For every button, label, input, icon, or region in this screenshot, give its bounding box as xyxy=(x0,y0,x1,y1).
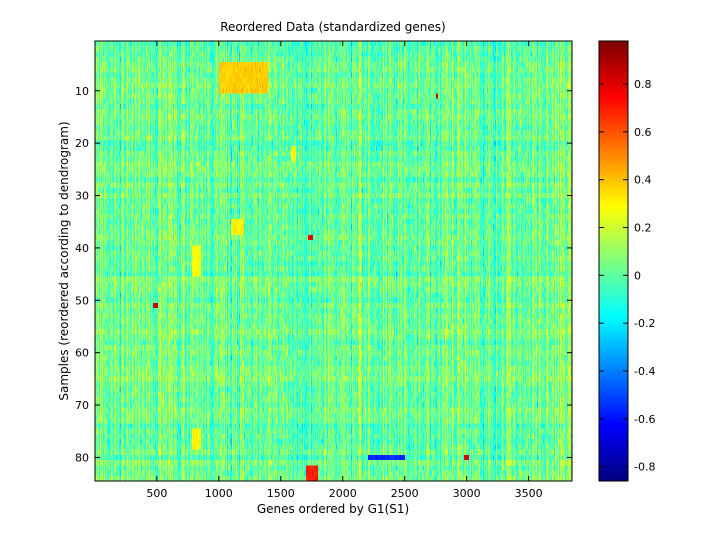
plot-frame xyxy=(94,40,573,482)
colorbar-tick-label: -0.4 xyxy=(634,365,655,378)
x-tick-label: 2500 xyxy=(391,487,419,500)
y-axis-label: Samples (reordered according to dendrogr… xyxy=(57,121,71,400)
y-tick-label: 60 xyxy=(75,347,89,360)
x-axis-ticks: 500 1000 1500 2000 2500 3000 3500 xyxy=(146,41,543,500)
y-tick-label: 40 xyxy=(75,242,89,255)
y-tick-label: 30 xyxy=(75,190,89,203)
colorbar-gradient xyxy=(599,41,628,481)
y-tick-label: 20 xyxy=(75,137,89,150)
x-tick-label: 3500 xyxy=(515,487,543,500)
heatmap-cells xyxy=(95,41,572,481)
y-tick-label: 50 xyxy=(75,294,89,307)
colorbar-tick-label: -0.8 xyxy=(634,461,655,474)
colorbar-tick-label: -0.6 xyxy=(634,413,655,426)
x-tick-label: 2000 xyxy=(329,487,357,500)
x-tick-label: 500 xyxy=(146,487,167,500)
x-tick-label: 1500 xyxy=(267,487,295,500)
colorbar-tick-label: 0.4 xyxy=(634,174,652,187)
colorbar: 0.8 0.6 0.4 0.2 0 -0.2 -0.4 -0.6 -0.8 xyxy=(598,40,655,482)
colorbar-tick-label: 0 xyxy=(634,269,641,282)
chart-title: Reordered Data (standardized genes) xyxy=(220,20,445,34)
y-axis-ticks: 10 20 30 40 50 60 70 80 xyxy=(75,85,572,464)
heatmap-plot: 500 1000 1500 2000 2500 3000 3500 10 20 30 40 50 60… xyxy=(75,40,573,500)
colorbar-tick-label: 0.2 xyxy=(634,222,652,235)
colorbar-tick-label: -0.2 xyxy=(634,317,655,330)
x-axis-label: Genes ordered by G1(S1) xyxy=(257,502,409,516)
colorbar-tick-label: 0.8 xyxy=(634,78,652,91)
colorbar-ticks: 0.8 0.6 0.4 0.2 0 -0.2 -0.4 -0.6 -0.8 xyxy=(599,78,655,474)
y-tick-label: 70 xyxy=(75,399,89,412)
colorbar-frame xyxy=(598,40,629,482)
x-tick-label: 1000 xyxy=(205,487,233,500)
y-tick-label: 10 xyxy=(75,85,89,98)
x-tick-label: 3000 xyxy=(453,487,481,500)
y-tick-label: 80 xyxy=(75,451,89,464)
colorbar-tick-label: 0.6 xyxy=(634,126,652,139)
